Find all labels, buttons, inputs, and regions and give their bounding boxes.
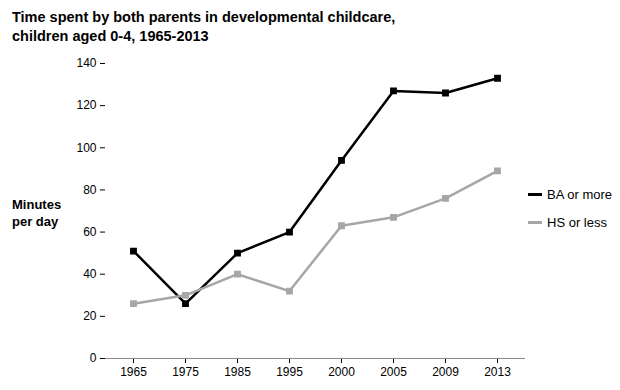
svg-text:1985: 1985 [224,365,251,379]
svg-text:2013: 2013 [484,365,511,379]
html-text:Time spent by both parents in: Time spent by both parents in developmen… [12,9,396,44]
html-text:HS or less: HS or less [547,214,607,230]
svg-text:1995: 1995 [276,365,303,379]
svg-text:2005: 2005 [380,365,407,379]
svg-text:1965: 1965 [120,365,147,379]
svg-text:2009: 2009 [432,365,459,379]
svg-text:140: 140 [76,56,96,70]
svg-text:40: 40 [83,267,97,281]
svg-text:80: 80 [83,183,97,197]
svg-text:2000: 2000 [328,365,355,379]
svg-text:100: 100 [76,141,96,155]
svg-text:0: 0 [90,351,97,365]
html-text:Minutes per day: Minutes per day [12,197,62,229]
svg-text:60: 60 [83,225,97,239]
svg-text:20: 20 [83,309,97,323]
html-text:BA or more: BA or more [547,186,612,202]
svg-text:120: 120 [76,98,96,112]
svg-text:1975: 1975 [172,365,199,379]
